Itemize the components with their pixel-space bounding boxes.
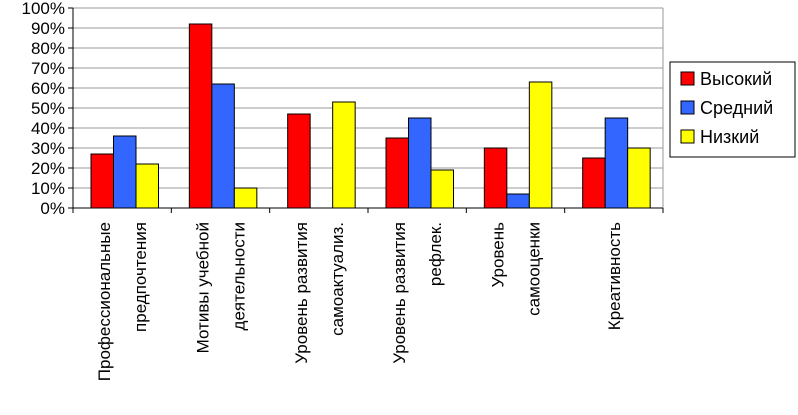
bars [90,23,651,209]
y-tick-label: 90% [31,19,65,38]
x-axis-categories: Профессиональные предпочтения Мотивы учебн… [95,222,624,381]
bar-Высокий-3 [385,137,409,209]
legend-label-Низкий: Низкий [700,127,759,147]
y-tick-label: 30% [31,139,65,158]
grid-lines [73,7,664,209]
x-category-label: рефлек. [426,222,445,286]
bar-Высокий-0 [90,153,114,209]
bar-Низкий-4 [528,81,553,209]
bar-Низкий-2 [332,101,356,209]
y-tick-label: 50% [31,99,65,118]
x-category-label: Уровень [489,222,508,288]
bar-Низкий-3 [430,169,454,209]
bar-Средний-0 [113,135,137,209]
y-axis-ticks: 0%10%20%30%40%50%60%70%80%90%100% [22,0,73,218]
bar-Средний-5 [604,117,629,209]
legend-swatch-Высокий [680,71,695,86]
x-category-label: Уровень развития [292,222,311,364]
bar-Низкий-0 [135,163,159,209]
y-tick-label: 100% [22,0,65,18]
axes [72,8,664,213]
y-tick-label: 70% [31,59,65,78]
x-category-label: Профессиональные [95,222,114,381]
legend-label-Высокий: Высокий [700,69,772,89]
y-tick-label: 80% [31,39,65,58]
x-category-label: самооценки [525,222,544,316]
x-category-label: деятельности [230,222,249,330]
x-category-label: предпочтения [131,222,150,332]
bar-Средний-4 [506,193,530,209]
x-category-label: самоактуализ. [328,222,347,336]
legend-label-Средний: Средний [700,98,773,118]
bar-Низкий-1 [233,187,258,209]
x-category-label: Креативность [605,222,624,330]
bar-Высокий-2 [287,113,311,209]
x-category-label: Уровень развития [390,222,409,364]
bar-Высокий-4 [483,147,508,209]
legend-swatch-Средний [680,100,695,115]
y-tick-label: 10% [31,179,65,198]
y-tick-label: 0% [40,199,65,218]
bar-Средний-3 [408,117,432,209]
y-tick-label: 60% [31,79,65,98]
legend: Высокий Средний Низкий [669,61,796,158]
y-tick-label: 40% [31,119,65,138]
bar-Высокий-5 [582,157,606,209]
bar-Высокий-1 [188,23,213,209]
x-category-label: Мотивы учебной [194,222,213,353]
y-tick-label: 20% [31,159,65,178]
legend-swatch-Низкий [680,129,695,144]
bar-Низкий-5 [627,147,651,209]
bar-Средний-1 [211,83,235,209]
